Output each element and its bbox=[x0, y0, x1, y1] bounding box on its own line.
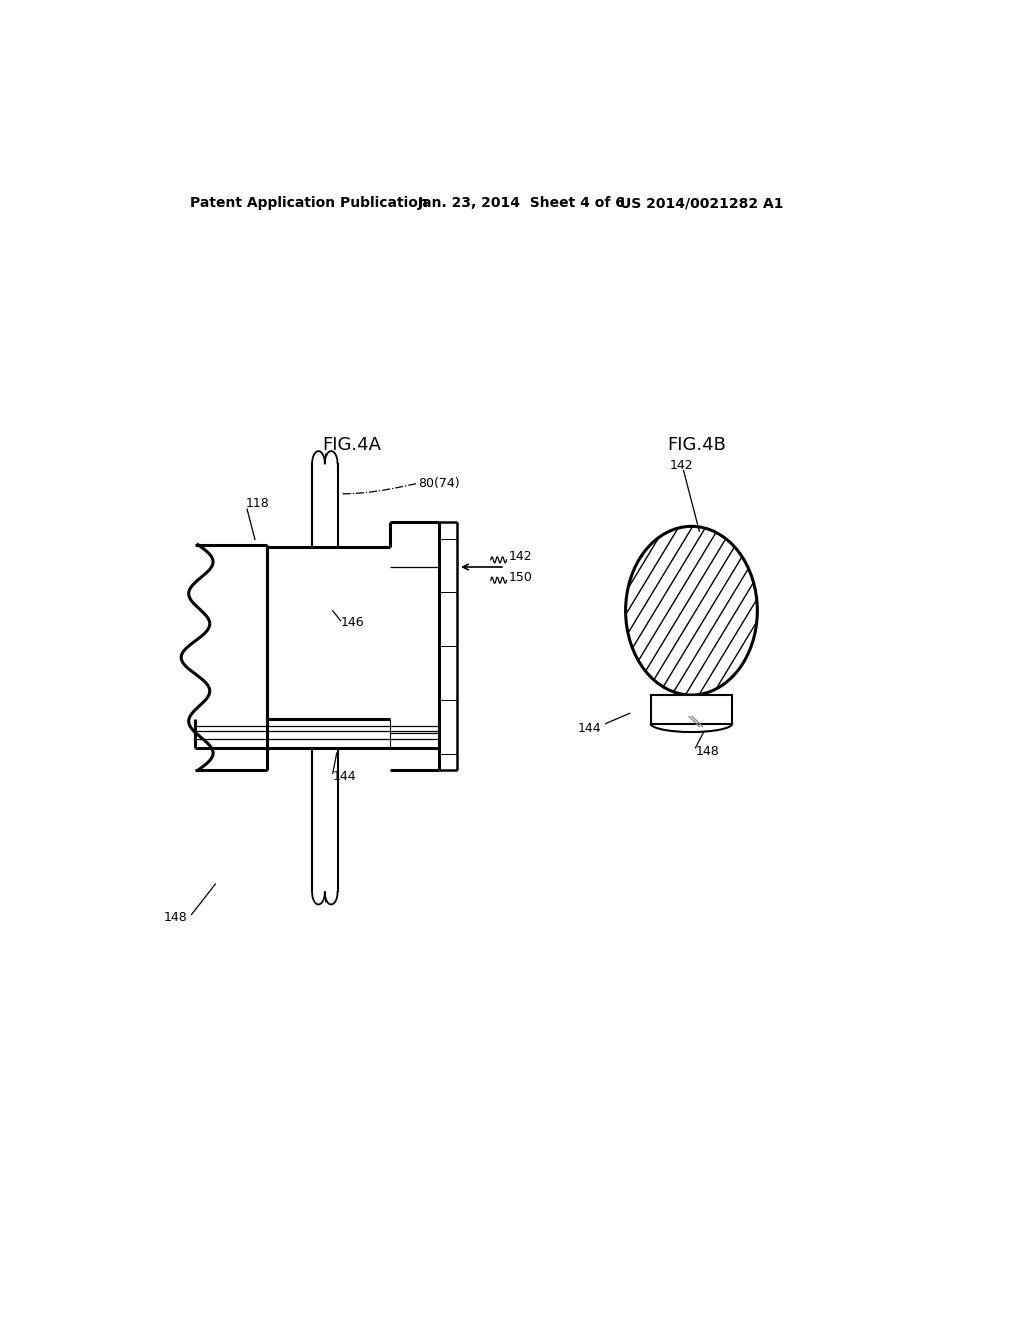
Text: US 2014/0021282 A1: US 2014/0021282 A1 bbox=[620, 197, 783, 210]
Bar bbox=[312, 463, 338, 892]
Text: FIG.4B: FIG.4B bbox=[668, 436, 726, 454]
Text: 142: 142 bbox=[670, 459, 693, 471]
Bar bbox=[390, 523, 439, 771]
Circle shape bbox=[626, 527, 758, 696]
Text: 118: 118 bbox=[246, 498, 269, 511]
Bar bbox=[650, 696, 732, 723]
Text: 148: 148 bbox=[164, 911, 187, 924]
Bar bbox=[267, 546, 390, 719]
Text: Jan. 23, 2014  Sheet 4 of 6: Jan. 23, 2014 Sheet 4 of 6 bbox=[418, 197, 626, 210]
Bar bbox=[439, 523, 458, 771]
Text: 144: 144 bbox=[579, 722, 602, 735]
Text: 142: 142 bbox=[509, 550, 532, 564]
Text: 144: 144 bbox=[333, 770, 356, 783]
Text: 80(74): 80(74) bbox=[418, 477, 460, 490]
Text: Patent Application Publication: Patent Application Publication bbox=[189, 197, 428, 210]
Bar bbox=[196, 545, 267, 771]
Text: 148: 148 bbox=[695, 746, 719, 759]
Text: FIG.4A: FIG.4A bbox=[323, 436, 381, 454]
Text: 146: 146 bbox=[341, 616, 365, 630]
Text: 150: 150 bbox=[509, 570, 532, 583]
Bar bbox=[196, 719, 439, 748]
